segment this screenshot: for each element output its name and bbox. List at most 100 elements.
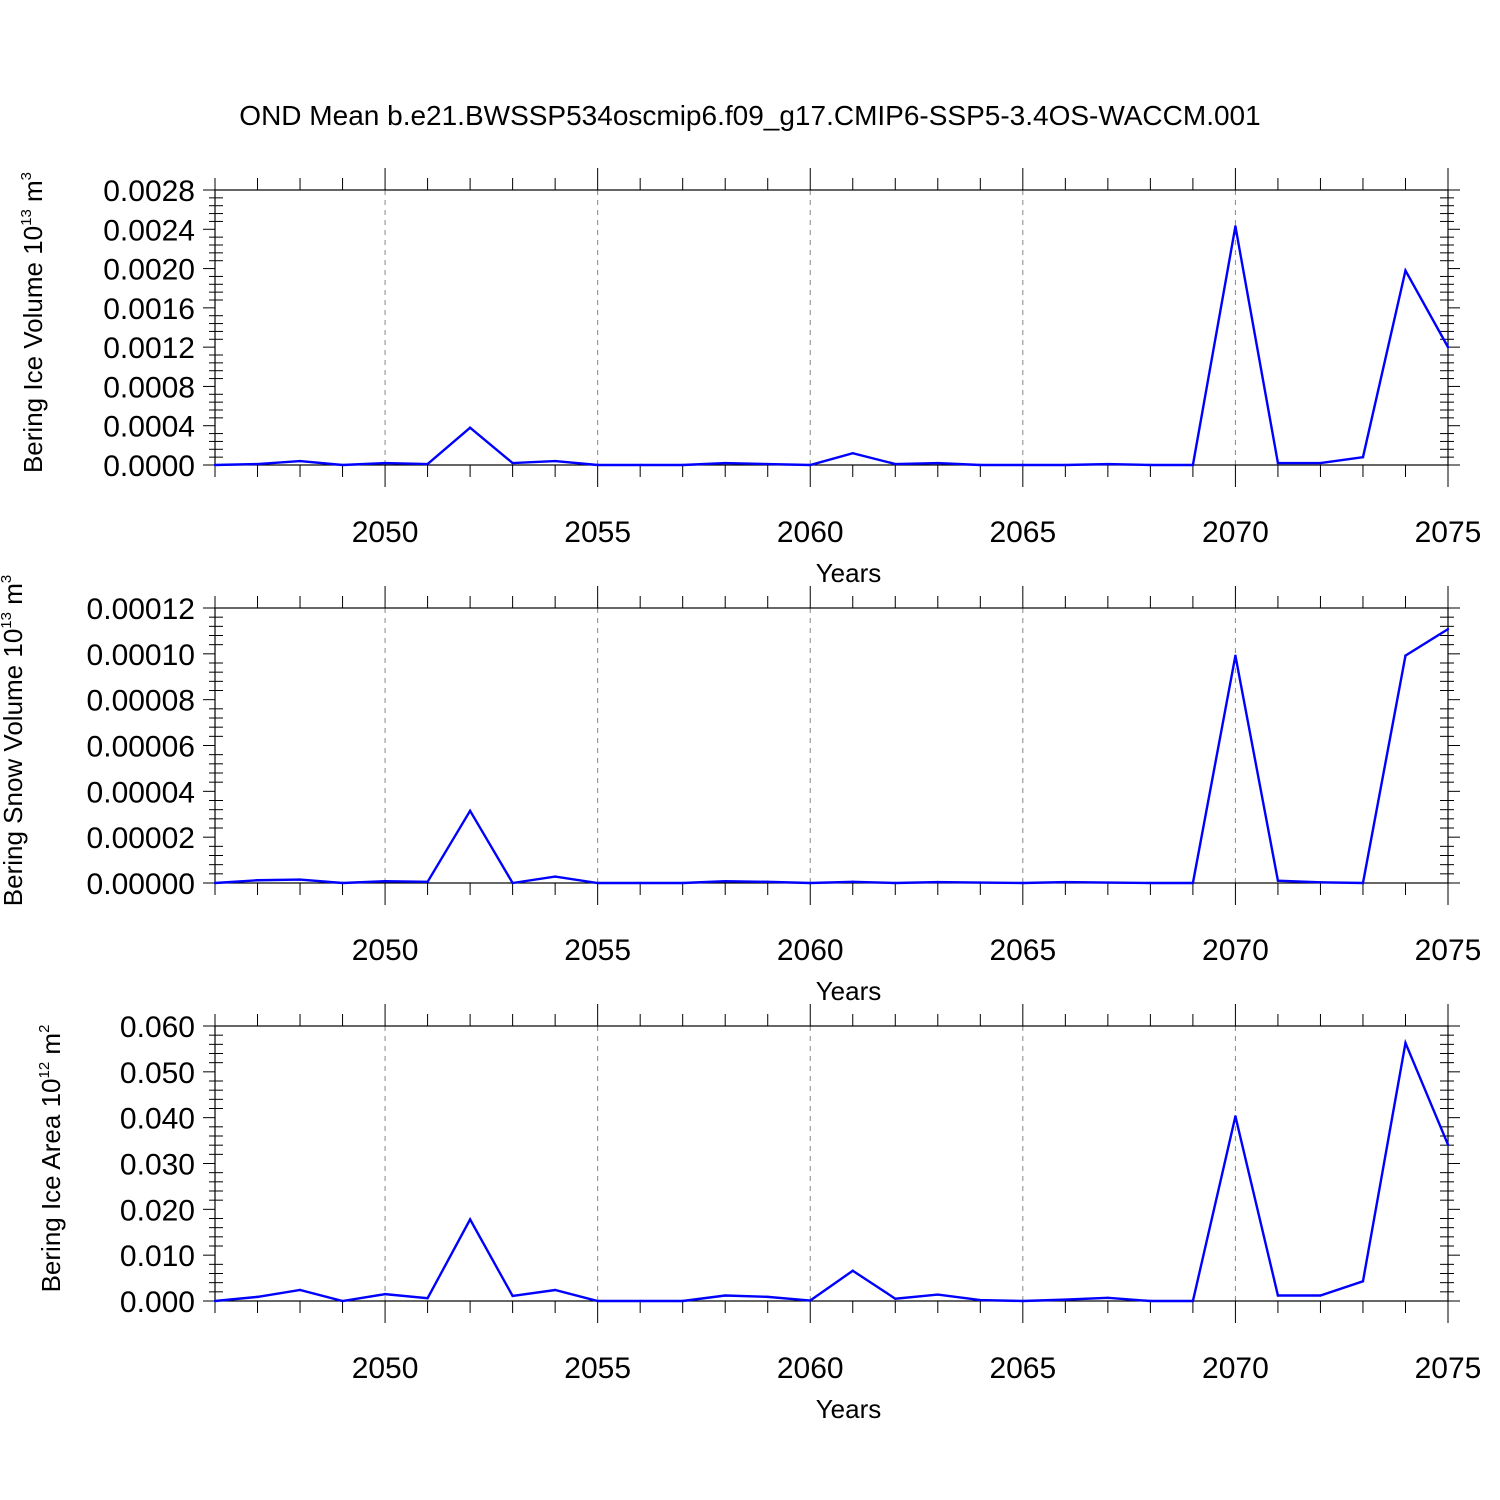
data-point <box>936 880 939 884</box>
data-point <box>1446 1143 1450 1146</box>
data-point <box>1064 463 1067 467</box>
x-tick-label: 2055 <box>564 1352 631 1385</box>
series-line <box>214 628 1449 885</box>
plot-frame <box>214 607 1449 884</box>
data-point <box>1446 345 1450 349</box>
data-point <box>596 881 599 885</box>
data-point <box>596 463 599 467</box>
data-point <box>894 881 897 885</box>
x-tick-label: 2060 <box>777 934 844 967</box>
x-tick-label: 2050 <box>352 516 419 549</box>
x-tick-label: 2075 <box>1415 516 1482 549</box>
y-tick-label: 0.00006 <box>87 731 195 764</box>
x-tick-label: 2070 <box>1202 934 1269 967</box>
data-point <box>851 452 854 455</box>
x-tick-label: 2050 <box>352 934 419 967</box>
data-point <box>213 881 217 885</box>
data-point <box>1064 1298 1067 1301</box>
data-point <box>1191 881 1195 885</box>
panel-ice-area: 0.000 0.010 0.020 0.030 0.040 0.050 0.060 2050 2… <box>36 1004 1481 1424</box>
data-point <box>766 1295 769 1299</box>
data-point <box>766 462 769 466</box>
plot-frame <box>214 1025 1449 1302</box>
y-tick-label: 0.00012 <box>87 593 195 626</box>
series-line <box>214 1038 1450 1303</box>
data-point <box>1404 654 1407 657</box>
data-point <box>936 1293 939 1296</box>
y-axis-title: Bering Snow Volume 1013 m3 <box>0 575 28 906</box>
data-point <box>1276 1294 1280 1297</box>
y-tick-label: 0.050 <box>120 1057 195 1090</box>
data-point <box>553 459 557 463</box>
data-point <box>1149 1299 1152 1303</box>
data-point <box>724 1294 727 1297</box>
data-point <box>681 881 684 885</box>
y-tick-label: 0.0000 <box>103 450 195 483</box>
plot-frame <box>214 189 1449 466</box>
data-point <box>298 878 302 881</box>
y-axis-title: Bering Ice Volume 1013 m3 <box>18 172 48 473</box>
data-point <box>256 1295 259 1299</box>
data-point <box>1191 463 1195 467</box>
data-point <box>511 881 514 885</box>
data-point <box>1021 463 1025 467</box>
x-axis-title: Years <box>816 1394 882 1424</box>
data-point <box>638 1299 642 1303</box>
y-tick-label: 0.0020 <box>103 254 195 287</box>
data-point <box>809 881 812 885</box>
data-point <box>1149 463 1152 467</box>
data-point <box>468 1218 472 1221</box>
x-tick-label: 2075 <box>1415 934 1482 967</box>
data-point <box>1446 627 1450 631</box>
y-tick-label: 0.00008 <box>87 685 195 718</box>
data-point <box>511 1294 514 1298</box>
data-point <box>383 1292 387 1296</box>
data-point <box>1319 1294 1322 1297</box>
y-tick-label: 0.060 <box>120 1011 195 1044</box>
y-tick-label: 0.030 <box>120 1149 195 1182</box>
data-point <box>1106 1296 1110 1299</box>
data-point <box>341 463 344 467</box>
data-point <box>979 1298 982 1302</box>
y-tick-label: 0.00010 <box>87 639 195 672</box>
y-tick-label: 0.010 <box>120 1240 195 1273</box>
panel-ice-volume: 0.0000 0.0004 0.0008 0.0012 0.0016 0.0020 0.00… <box>18 168 1481 588</box>
y-tick-label: 0.040 <box>120 1103 195 1136</box>
data-point <box>553 875 557 878</box>
data-point <box>1361 455 1365 459</box>
data-point <box>681 463 684 467</box>
panel-snow-volume: 0.00000 0.00002 0.00004 0.00006 0.00008 0.000… <box>0 575 1481 1006</box>
data-point <box>638 881 642 885</box>
x-axis-title: Years <box>816 976 882 1006</box>
x-axis-title: Years <box>816 558 882 588</box>
y-tick-label: 0.0008 <box>103 371 195 404</box>
data-point <box>596 1299 599 1303</box>
data-point <box>766 880 769 884</box>
x-tick-label: 2050 <box>352 1352 419 1385</box>
data-point <box>426 880 429 884</box>
y-tick-label: 0.020 <box>120 1194 195 1227</box>
x-tick-label: 2065 <box>989 1352 1056 1385</box>
data-point <box>511 461 514 465</box>
data-point <box>1276 879 1280 882</box>
data-point <box>1319 461 1322 465</box>
y-tick-label: 0.0012 <box>103 332 195 365</box>
x-tick-label: 2065 <box>989 934 1056 967</box>
data-point <box>681 1299 684 1303</box>
data-point <box>1191 1299 1195 1303</box>
data-point <box>553 1288 557 1292</box>
data-point <box>809 1299 812 1302</box>
data-point <box>383 879 387 883</box>
data-point <box>1361 1280 1365 1283</box>
data-point <box>894 1297 897 1300</box>
data-point <box>979 463 982 467</box>
data-point <box>298 459 302 463</box>
y-tick-label: 0.00002 <box>87 822 195 855</box>
x-tick-label: 2070 <box>1202 516 1269 549</box>
data-point <box>936 461 939 465</box>
data-point <box>851 880 854 884</box>
series-line <box>214 226 1450 467</box>
x-tick-label: 2055 <box>564 516 631 549</box>
x-tick-label: 2065 <box>989 516 1056 549</box>
y-tick-label: 0.0024 <box>103 214 195 247</box>
